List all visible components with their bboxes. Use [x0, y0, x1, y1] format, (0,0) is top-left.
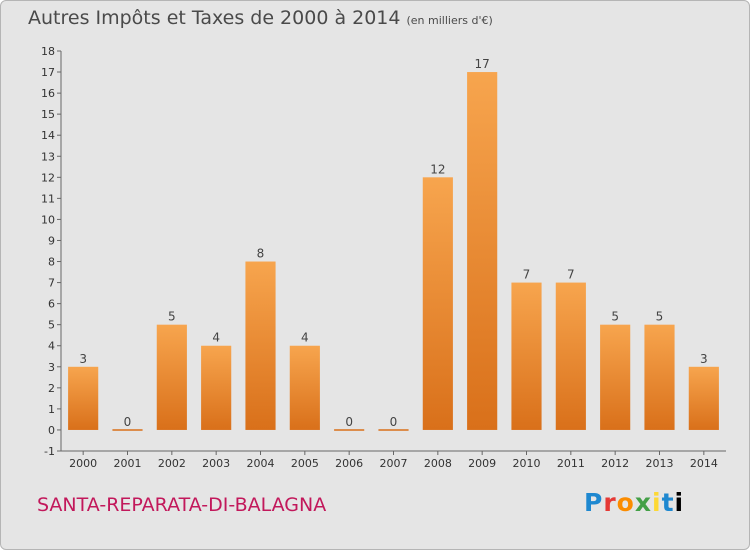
y-tick-label: 5	[48, 319, 55, 332]
bar-value-label: 3	[79, 352, 87, 366]
chart-title-text: Autres Impôts et Taxes de 2000 à 2014	[28, 7, 401, 29]
x-tick-label: 2002	[158, 457, 186, 470]
bar	[289, 345, 320, 430]
logo-letter: t	[661, 488, 675, 517]
x-tick-label: 2005	[291, 457, 319, 470]
y-tick-label: 11	[41, 192, 55, 205]
x-tick-label: 2000	[69, 457, 97, 470]
bar-value-label: 7	[567, 268, 575, 282]
y-tick-label: 4	[48, 340, 55, 353]
x-tick-label: 2001	[114, 457, 142, 470]
bar-value-label: 4	[212, 331, 220, 345]
bar-value-label: 5	[656, 310, 664, 324]
bar	[555, 282, 586, 430]
x-tick-label: 2009	[468, 457, 496, 470]
location-name: SANTA-REPARATA-DI-BALAGNA	[37, 494, 327, 516]
y-tick-label: 9	[48, 234, 55, 247]
logo-letter: i	[652, 488, 662, 517]
bar	[422, 177, 453, 430]
y-tick-label: 17	[41, 66, 55, 79]
x-tick-label: 2008	[424, 457, 452, 470]
y-tick-label: 0	[48, 424, 55, 437]
bar	[467, 72, 498, 430]
bar-value-label: 0	[124, 415, 132, 429]
logo-letter: P	[584, 488, 604, 517]
x-tick-label: 2014	[690, 457, 718, 470]
y-tick-label: 14	[41, 129, 55, 142]
bar-value-label: 4	[301, 331, 309, 345]
bar	[688, 366, 719, 430]
bar	[68, 366, 99, 430]
bar-value-label: 8	[257, 247, 265, 261]
y-tick-label: -1	[44, 445, 55, 458]
x-tick-label: 2013	[646, 457, 674, 470]
y-tick-label: 18	[41, 45, 55, 58]
y-tick-label: 13	[41, 150, 55, 163]
y-tick-label: 7	[48, 277, 55, 290]
y-tick-label: 2	[48, 382, 55, 395]
bar-value-label: 7	[523, 268, 531, 282]
chart-subtitle: (en milliers d'€)	[406, 14, 493, 27]
y-tick-label: 15	[41, 108, 55, 121]
y-tick-label: 12	[41, 171, 55, 184]
y-tick-label: 10	[41, 213, 55, 226]
bar-value-label: 12	[430, 162, 445, 176]
y-tick-label: 1	[48, 403, 55, 416]
bar-value-label: 0	[390, 415, 398, 429]
y-tick-label: 8	[48, 256, 55, 269]
y-tick-label: 16	[41, 87, 55, 100]
x-tick-label: 2007	[380, 457, 408, 470]
bar-value-label: 5	[168, 310, 176, 324]
bar-value-label: 17	[475, 57, 490, 71]
logo-letter: o	[616, 488, 635, 517]
x-tick-label: 2006	[335, 457, 363, 470]
proxiti-logo: Proxiti	[584, 488, 684, 517]
y-tick-label: 3	[48, 361, 55, 374]
x-tick-label: 2011	[557, 457, 585, 470]
x-tick-label: 2003	[202, 457, 230, 470]
x-tick-label: 2010	[513, 457, 541, 470]
bar-value-label: 5	[611, 310, 619, 324]
logo-letter: x	[634, 488, 652, 517]
bar	[201, 345, 232, 430]
bar	[245, 261, 276, 430]
logo-letter: r	[603, 488, 617, 517]
bar	[511, 282, 542, 430]
bar	[156, 324, 187, 430]
chart-title: Autres Impôts et Taxes de 2000 à 2014 (en…	[28, 7, 493, 29]
bar-value-label: 3	[700, 352, 708, 366]
bar	[600, 324, 631, 430]
bar-value-label: 0	[345, 415, 353, 429]
x-tick-label: 2012	[601, 457, 629, 470]
logo-letter: i	[674, 488, 685, 517]
y-tick-label: 6	[48, 298, 55, 311]
bar	[644, 324, 675, 430]
x-tick-label: 2004	[247, 457, 275, 470]
